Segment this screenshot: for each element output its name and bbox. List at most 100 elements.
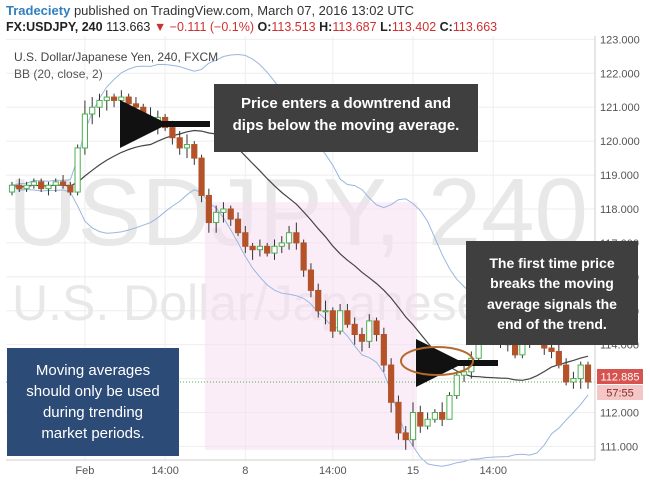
candle-body [45, 184, 52, 190]
price-tick-label: 112.000 [600, 408, 639, 420]
time-tick-label: 14:00 [319, 465, 347, 477]
note-line-2: should only be used [26, 383, 160, 400]
candle-body [74, 147, 81, 193]
candle-body [285, 232, 293, 244]
open-label: O: [257, 20, 272, 34]
symbol-label: FX:USDJPY, 240 [6, 20, 103, 34]
candle-body [358, 333, 366, 342]
candle-body [118, 96, 125, 101]
candle-body [30, 181, 37, 186]
candle-body [198, 157, 205, 196]
moving-average-basis [11, 129, 589, 381]
candle-body [147, 116, 154, 125]
candle-body [409, 412, 417, 441]
note-line-3: during trending [42, 404, 144, 421]
break-oval [400, 346, 474, 376]
last-price: 113.663 [106, 20, 151, 34]
highlight-band [204, 202, 418, 450]
candle-body [16, 184, 23, 190]
break-line-3: average signals the [487, 295, 617, 312]
candle-body [191, 144, 198, 159]
candle-body [67, 184, 74, 193]
candle-body [59, 181, 67, 186]
candle-body [511, 344, 519, 356]
note-line-4: market periods. [41, 425, 145, 442]
candle-body [373, 320, 380, 335]
candle-body [351, 323, 358, 335]
price-tick-label: 122.000 [600, 68, 640, 80]
candle-body [388, 364, 395, 403]
candle-body [132, 103, 140, 108]
close-value: 113.663 [452, 20, 498, 34]
candle-body [563, 364, 570, 383]
candle-body [103, 96, 110, 101]
price-tick-label: 111.000 [600, 441, 638, 453]
candle-body [110, 96, 118, 101]
break-line-4: end of the trend. [497, 315, 607, 332]
price-tick-label: 120.000 [600, 136, 640, 148]
candle-body [154, 116, 161, 125]
indicator-label[interactable]: BB (20, close, 2) [14, 67, 103, 81]
candle-body [96, 99, 103, 108]
candle-body [366, 320, 373, 342]
note-line-1: Moving averages [35, 362, 151, 379]
down-triangle-icon: ▼ [153, 20, 167, 34]
close-label: C: [439, 20, 453, 34]
candle-body [300, 242, 307, 271]
instrument-title: U.S. Dollar/Japanese Yen, 240, FXCM [14, 50, 219, 64]
countdown-label: 57:55 [606, 388, 634, 400]
candle-body [453, 374, 460, 397]
time-tick-label: 8 [242, 465, 248, 477]
candle-body [264, 245, 271, 254]
candle-body [380, 333, 387, 366]
candle-body [555, 350, 562, 366]
candle-body [8, 184, 16, 193]
low-label: L: [380, 20, 392, 34]
candle-body [293, 232, 300, 244]
candle-body [424, 418, 431, 427]
candle-body [125, 96, 132, 105]
candle-body [446, 395, 453, 420]
price-tick-label: 118.000 [600, 204, 639, 216]
downtrend-line-1: Price enters a downtrend and [240, 95, 452, 112]
brand-link[interactable]: Tradeciety [6, 3, 71, 18]
candle-body [249, 245, 256, 251]
price-tick-label: 119.000 [600, 170, 639, 182]
lower-band [11, 184, 589, 467]
candle-body [140, 106, 147, 118]
candle-body [213, 211, 220, 224]
break-line-1: The first time price [489, 255, 615, 271]
current-price-label: 112.885 [601, 372, 640, 384]
price-tick-label: 123.000 [600, 34, 640, 46]
candle-body [570, 378, 577, 383]
candle-body [242, 232, 249, 247]
price-tick-label: 121.000 [600, 102, 640, 114]
candle-body [315, 289, 322, 312]
publish-info: published on TradingView.com, March 07, … [70, 3, 415, 18]
ohlc-legend: FX:USDJPY, 240 113.663 ▼ −0.111 (−0.1%) … [6, 20, 497, 34]
candle-body [439, 412, 446, 420]
candle-body [344, 310, 351, 325]
candle-body [81, 113, 89, 149]
candle-body [256, 245, 263, 251]
candle-body [278, 242, 285, 247]
time-tick-label: 15 [407, 465, 419, 477]
candle-body [89, 106, 96, 115]
candle-body [402, 432, 409, 441]
candle-body [227, 208, 234, 220]
candle-body [271, 245, 278, 254]
open-value: 113.513 [271, 20, 316, 34]
candle-body [584, 364, 592, 383]
candle-body [307, 269, 315, 291]
high-label: H: [319, 20, 333, 34]
candle-body [169, 127, 176, 139]
candle-body [205, 194, 212, 224]
candle-body [52, 181, 59, 186]
candle-body [548, 347, 555, 352]
time-tick-label: Feb [75, 465, 94, 477]
candle-body [329, 310, 336, 332]
candle-body [337, 310, 344, 332]
downtrend-line-2: dips below the moving average. [232, 116, 460, 134]
downtrend-highlight [204, 202, 418, 450]
